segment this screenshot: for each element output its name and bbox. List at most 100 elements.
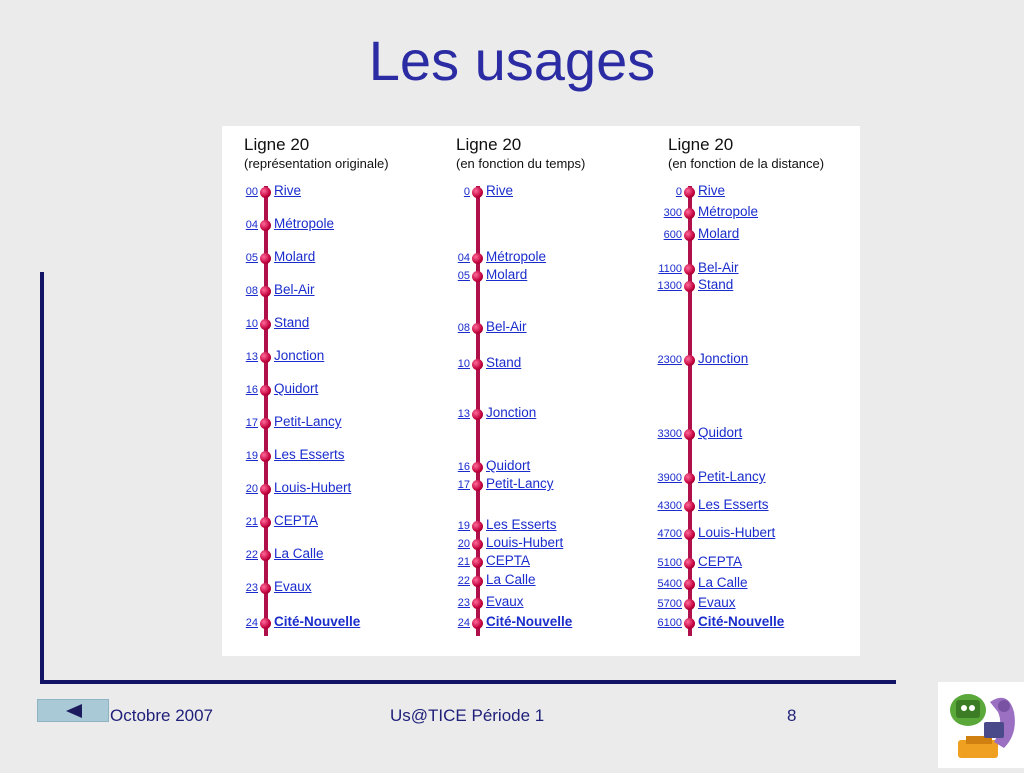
stop-number-link[interactable]: 21 (457, 556, 470, 568)
stop-name-link[interactable]: La Calle (486, 572, 536, 587)
stop-dot (684, 208, 695, 219)
stop-name-link[interactable]: Métropole (486, 249, 547, 264)
stop-number-link[interactable]: 19 (245, 450, 258, 462)
stop-number-link[interactable]: 10 (457, 358, 470, 370)
stop-number-link[interactable]: 08 (245, 285, 258, 297)
footer-center-text: Us@TICE Période 1 (390, 706, 545, 725)
stop-number-link[interactable]: 5700 (657, 598, 682, 610)
stop-number-link[interactable]: 05 (457, 270, 470, 282)
stop-name-link[interactable]: Les Esserts (486, 517, 557, 532)
stop-name-link[interactable]: Rive (698, 183, 726, 198)
stop-name-link[interactable]: Rive (486, 183, 514, 198)
stop-number-link[interactable]: 20 (245, 483, 258, 495)
stop-name-link[interactable]: Les Esserts (698, 497, 769, 512)
stop-number-link[interactable]: 16 (457, 461, 470, 473)
stop-number-link[interactable]: 10 (245, 318, 258, 330)
stop-number-link[interactable]: 17 (457, 479, 470, 491)
stop-name-link[interactable]: Louis-Hubert (698, 525, 776, 540)
stop-dot (684, 473, 695, 484)
stop-name-link[interactable]: Cité-Nouvelle (274, 614, 361, 629)
stop-number-link[interactable]: 24 (457, 617, 470, 629)
stop-dot (472, 409, 483, 420)
stop-number-link[interactable]: 23 (245, 582, 258, 594)
stop-number-link[interactable]: 00 (245, 186, 258, 198)
stop-number-link[interactable]: 5100 (657, 557, 682, 569)
stop-number-link[interactable]: 4300 (657, 500, 682, 512)
stop-name-link[interactable]: Métropole (698, 204, 759, 219)
stop-number-link[interactable]: 08 (457, 322, 470, 334)
stop-name-link[interactable]: Bel-Air (486, 319, 527, 334)
stop-number-link[interactable]: 3300 (657, 428, 682, 440)
stop-name-link[interactable]: Quidort (274, 381, 319, 396)
stop-name-link[interactable]: CEPTA (274, 513, 319, 528)
stop-name-link[interactable]: Evaux (698, 595, 736, 610)
stop-dot (260, 385, 271, 396)
stop-name-link[interactable]: Bel-Air (274, 282, 315, 297)
stop-number-link[interactable]: 16 (245, 384, 258, 396)
stop-name-link[interactable]: Molard (486, 267, 528, 282)
stop-name-link[interactable]: Métropole (274, 216, 335, 231)
previous-slide-button[interactable] (37, 699, 109, 722)
stop-name-link[interactable]: Jonction (698, 351, 749, 366)
stop-name-link[interactable]: Evaux (486, 594, 524, 609)
stop-dot (260, 583, 271, 594)
stop-name-link[interactable]: Rive (274, 183, 302, 198)
stop-name-link[interactable]: Molard (274, 249, 316, 264)
stop-name-link[interactable]: Jonction (486, 405, 537, 420)
stop-name-link[interactable]: Stand (486, 355, 522, 370)
stop-number-link[interactable]: 3900 (657, 472, 682, 484)
stop-number-link[interactable]: 04 (457, 252, 470, 264)
stop-number-link[interactable]: 21 (245, 516, 258, 528)
stop-number-link[interactable]: 19 (457, 520, 470, 532)
stop-dot (260, 517, 271, 528)
stop-number-link[interactable]: 23 (457, 597, 470, 609)
stop-number-link[interactable]: 05 (245, 252, 258, 264)
stop-name-link[interactable]: Louis-Hubert (486, 535, 564, 550)
column-title: Ligne 20 (456, 135, 522, 154)
stop-number-link[interactable]: 5400 (657, 578, 682, 590)
stop-number-link[interactable]: 0 (463, 186, 470, 198)
stop-number-link[interactable]: 13 (457, 408, 470, 420)
stop-number-link[interactable]: 300 (663, 207, 682, 219)
stop-name-link[interactable]: Evaux (274, 579, 312, 594)
stop-number-link[interactable]: 2300 (657, 354, 682, 366)
stop-name-link[interactable]: Molard (698, 226, 740, 241)
stop-dot (260, 451, 271, 462)
stop-number-link[interactable]: 22 (245, 549, 258, 561)
stop-dot (472, 323, 483, 334)
stop-dot (472, 462, 483, 473)
stop-name-link[interactable]: CEPTA (486, 553, 531, 568)
stop-number-link[interactable]: 13 (245, 351, 258, 363)
stop-name-link[interactable]: La Calle (274, 546, 324, 561)
stop-name-link[interactable]: La Calle (698, 575, 748, 590)
stop-number-link[interactable]: 6100 (657, 617, 682, 629)
stop-name-link[interactable]: Bel-Air (698, 260, 739, 275)
stop-number-link[interactable]: 1100 (658, 263, 682, 275)
stop-name-link[interactable]: Quidort (486, 458, 531, 473)
stop-name-link[interactable]: Les Esserts (274, 447, 345, 462)
stop-name-link[interactable]: Stand (274, 315, 310, 330)
stop-name-link[interactable]: Cité-Nouvelle (698, 614, 785, 629)
stop-number-link[interactable]: 0 (675, 186, 682, 198)
page-number: 8 (787, 706, 797, 725)
column-subtitle: (en fonction de la distance) (668, 156, 825, 171)
stop-name-link[interactable]: Cité-Nouvelle (486, 614, 573, 629)
stop-name-link[interactable]: CEPTA (698, 554, 743, 569)
stop-number-link[interactable]: 04 (245, 219, 258, 231)
stop-name-link[interactable]: Petit-Lancy (486, 476, 554, 491)
stop-name-link[interactable]: Jonction (274, 348, 325, 363)
stop-name-link[interactable]: Petit-Lancy (698, 469, 766, 484)
stop-number-link[interactable]: 24 (245, 617, 258, 629)
stop-name-link[interactable]: Quidort (698, 425, 743, 440)
stop-dot (472, 576, 483, 587)
stop-number-link[interactable]: 22 (457, 575, 470, 587)
stop-number-link[interactable]: 1300 (657, 280, 682, 292)
stop-number-link[interactable]: 4700 (657, 528, 682, 540)
stop-number-link[interactable]: 600 (663, 229, 682, 241)
stop-name-link[interactable]: Stand (698, 277, 734, 292)
stop-name-link[interactable]: Petit-Lancy (274, 414, 342, 429)
stop-number-link[interactable]: 20 (457, 538, 470, 550)
stop-number-link[interactable]: 17 (245, 417, 258, 429)
stop-name-link[interactable]: Louis-Hubert (274, 480, 352, 495)
footer-date: Octobre 2007 (110, 706, 214, 725)
